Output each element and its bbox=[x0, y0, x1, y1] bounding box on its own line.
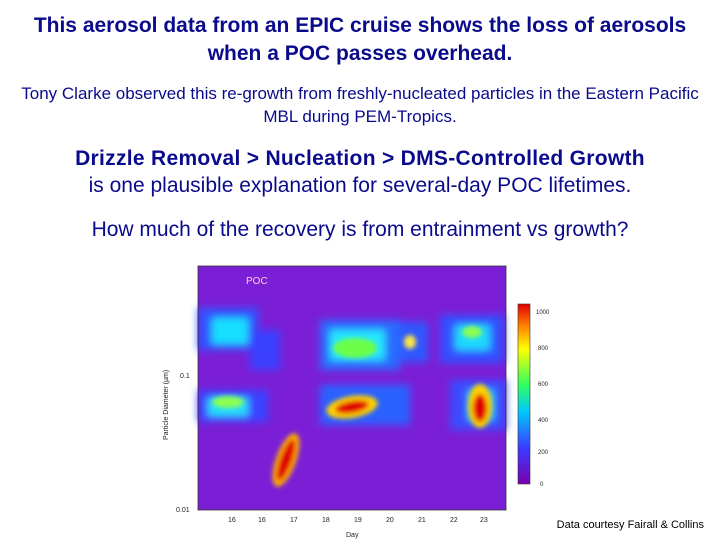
colorbar-tick-label: 400 bbox=[538, 418, 549, 424]
x-tick-label: 16 bbox=[258, 517, 266, 524]
x-tick-label: 17 bbox=[290, 517, 298, 524]
x-tick-label: 21 bbox=[418, 517, 426, 524]
question-text: How much of the recovery is from entrain… bbox=[91, 218, 629, 241]
colorbar-tick-label: 800 bbox=[538, 346, 549, 352]
slide-title: This aerosol data from an EPIC cruise sh… bbox=[33, 14, 687, 65]
x-axis: 16 16 17 18 19 20 21 22 23 Day bbox=[228, 517, 488, 539]
plot-frame bbox=[197, 265, 507, 511]
colorbar-tick-label: 200 bbox=[538, 450, 549, 456]
colorbar-tick-label: 1000 bbox=[536, 310, 550, 316]
y-tick-label: 0.1 bbox=[180, 373, 190, 380]
y-axis: 0.1 0.01 Particle Diameter (µm) bbox=[163, 370, 190, 514]
x-tick-label: 20 bbox=[386, 517, 394, 524]
mechanism-bold-text: Drizzle Removal > Nucleation > DMS-Contr… bbox=[75, 147, 645, 170]
x-tick-label: 16 bbox=[228, 517, 236, 524]
x-axis-label: Day bbox=[346, 532, 359, 539]
x-tick-label: 18 bbox=[322, 517, 330, 524]
x-tick-label: 23 bbox=[480, 517, 488, 524]
y-tick-label: 0.01 bbox=[176, 507, 190, 514]
mechanism-text: is one plausible explanation for several… bbox=[88, 174, 632, 197]
colorbar-tick-label: 0 bbox=[540, 482, 544, 488]
heatmap-plot bbox=[198, 266, 506, 510]
slide-subtitle: Tony Clarke observed this re-growth from… bbox=[21, 84, 699, 126]
colorbar: 1000 800 600 400 200 0 bbox=[517, 303, 550, 488]
aerosol-size-distribution-figure: 0.1 0.01 Particle Diameter (µm) 16 16 17… bbox=[163, 265, 550, 539]
y-axis-label: Particle Diameter (µm) bbox=[163, 370, 170, 440]
poc-annotation: POC bbox=[246, 276, 268, 287]
x-tick-label: 19 bbox=[354, 517, 362, 524]
x-tick-label: 22 bbox=[450, 517, 458, 524]
data-credit: Data courtesy Fairall & Collins bbox=[556, 519, 704, 531]
colorbar-tick-label: 600 bbox=[538, 382, 549, 388]
